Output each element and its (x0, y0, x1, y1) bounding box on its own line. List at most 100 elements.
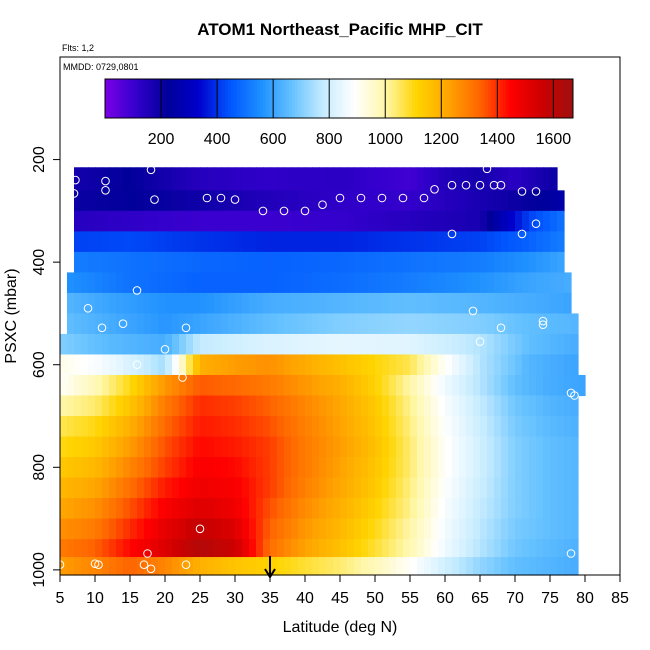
heatmap-cell (291, 416, 299, 438)
heatmap-cell (284, 518, 292, 540)
heatmap-cell (256, 210, 264, 232)
colorbar-segment (257, 79, 261, 118)
heatmap-cell (193, 457, 201, 479)
heatmap-cell (200, 539, 208, 558)
heatmap-cell (291, 518, 299, 540)
heatmap-cell (403, 210, 411, 232)
heatmap-cell (417, 457, 425, 479)
heatmap-cell (557, 457, 565, 479)
heatmap-cell (263, 477, 271, 499)
heatmap-cell (508, 272, 516, 294)
heatmap-cell (368, 354, 376, 376)
heatmap-cell (263, 374, 271, 397)
heatmap-cell (235, 167, 243, 191)
heatmap-cell (431, 416, 439, 438)
heatmap-cell (382, 210, 390, 232)
heatmap-cell (564, 272, 572, 294)
heatmap-cell (361, 557, 369, 576)
heatmap-cell (312, 333, 320, 356)
heatmap-cell (214, 167, 222, 191)
heatmap-cell (354, 251, 362, 273)
heatmap-cell (116, 190, 124, 212)
heatmap-cell (256, 457, 264, 479)
x-tick-label: 80 (576, 590, 594, 607)
heatmap-cell (473, 539, 481, 558)
heatmap-cell (186, 251, 194, 273)
heatmap-cell (277, 457, 285, 479)
heatmap-cell (249, 395, 257, 417)
heatmap-cell (277, 313, 285, 335)
heatmap-cell (361, 539, 369, 558)
heatmap-cell (571, 333, 579, 356)
heatmap-cell (305, 416, 313, 438)
heatmap-cell (270, 477, 278, 499)
colorbar-segment (494, 79, 498, 118)
heatmap-cell (333, 333, 341, 356)
colorbar-segment (344, 79, 349, 118)
heatmap-cell (564, 395, 572, 417)
heatmap-cell (333, 557, 341, 576)
heatmap-cell (291, 231, 299, 253)
heatmap-cell (340, 251, 348, 273)
heatmap-cell (403, 167, 411, 191)
heatmap-cell (445, 395, 453, 417)
colorbar-segment (423, 79, 428, 118)
sample-point (318, 200, 327, 209)
heatmap-cell (354, 292, 362, 315)
heatmap-cell (116, 231, 124, 253)
heatmap-cell (137, 395, 145, 417)
heatmap-cell (123, 374, 131, 397)
heatmap-cell (389, 457, 397, 479)
colorbar-segment (128, 79, 132, 118)
heatmap-cell (557, 313, 565, 335)
heatmap-cell (375, 477, 383, 499)
heatmap-cell (298, 210, 306, 232)
heatmap-cell (522, 518, 530, 540)
heatmap-cell (200, 231, 208, 253)
colorbar-segment (406, 79, 410, 118)
heatmap-cell (417, 477, 425, 499)
heatmap-cell (340, 416, 348, 438)
heatmap-cell (319, 498, 327, 520)
heatmap-cell (536, 333, 544, 356)
heatmap-cell (382, 292, 390, 315)
heatmap-cell (452, 518, 460, 540)
heatmap-cell (102, 210, 110, 232)
heatmap-cell (116, 313, 124, 335)
heatmap-cell (291, 167, 299, 191)
heatmap-cell (501, 498, 509, 520)
heatmap-cell (235, 210, 243, 232)
heatmap-cell (165, 436, 173, 458)
heatmap-cell (284, 395, 292, 417)
heatmap-cell (340, 436, 348, 458)
heatmap-cell (431, 498, 439, 520)
heatmap-cell (368, 395, 376, 417)
colorbar-segment (374, 79, 378, 118)
heatmap-cell (123, 354, 131, 376)
y-tick-label: 400 (31, 249, 48, 276)
heatmap-cell (242, 539, 250, 558)
colorbar-segment (438, 79, 442, 118)
heatmap-cell (543, 477, 551, 499)
heatmap-cell (354, 210, 362, 232)
heatmap-cell (95, 557, 103, 576)
heatmap-cell (480, 292, 488, 315)
heatmap-cell (298, 498, 306, 520)
heatmap-cell (410, 557, 418, 576)
colorbar-segment (137, 79, 141, 118)
heatmap-cell (263, 313, 271, 335)
heatmap-cell (305, 557, 313, 576)
heatmap-cell (361, 374, 369, 397)
colorbar-segment (377, 79, 381, 118)
heatmap-cell (130, 374, 138, 397)
heatmap-cell (305, 374, 313, 397)
heatmap-cell (263, 231, 271, 253)
heatmap-cell (179, 313, 187, 335)
heatmap-cell (74, 395, 82, 417)
heatmap-cell (410, 498, 418, 520)
heatmap-cell (529, 518, 537, 540)
colorbar-segment (555, 79, 559, 118)
heatmap-cell (270, 498, 278, 520)
heatmap-cell (473, 231, 481, 253)
heatmap-cell (249, 457, 257, 479)
